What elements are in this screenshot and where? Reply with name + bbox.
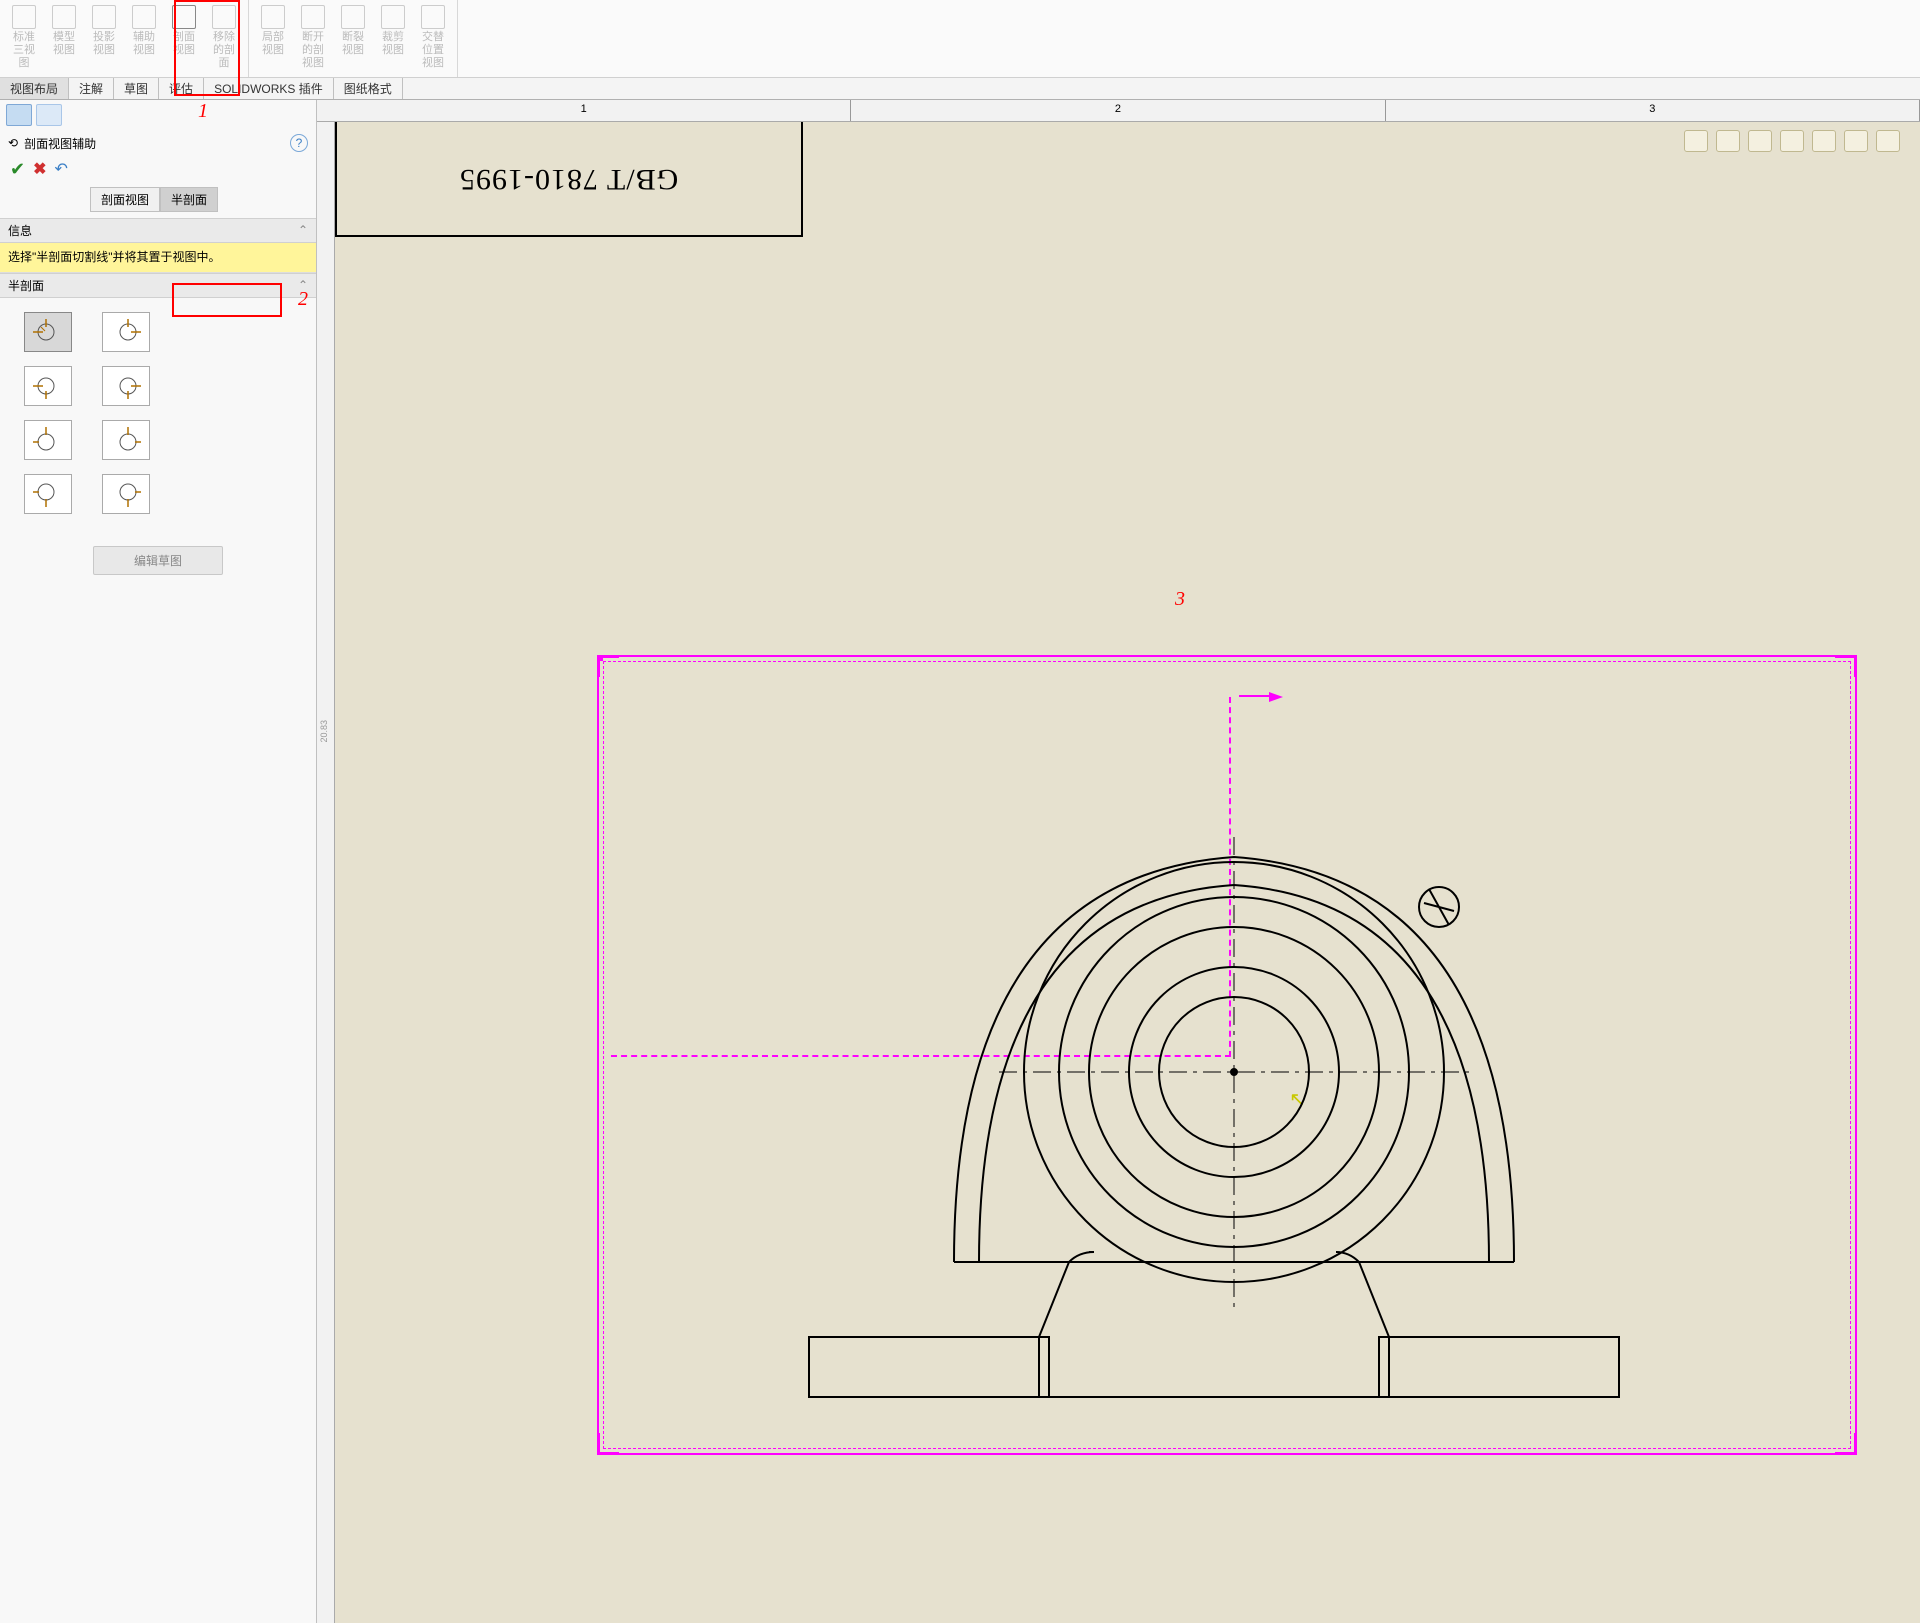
property-manager: ⟲ 剖面视图辅助 ? ✔ ✖ ↶ 剖面视图 半剖面 信息 ⌃ 选择"半剖面切割线… — [0, 100, 317, 1623]
half-opt-8[interactable] — [102, 474, 150, 514]
vertical-ruler-label: 20.83 — [319, 720, 329, 743]
panel-mode-2-icon[interactable] — [36, 104, 62, 126]
half-opt-3[interactable] — [24, 366, 72, 406]
edit-sketch-button[interactable]: 编辑草图 — [93, 546, 223, 575]
tab-sw-addins[interactable]: SOLIDWORKS 插件 — [204, 78, 334, 99]
subtab-section-view[interactable]: 剖面视图 — [90, 187, 160, 212]
panel-title: 剖面视图辅助 — [24, 135, 96, 152]
horizontal-ruler: 1 2 3 — [317, 100, 1920, 122]
btn-detail-view[interactable]: 局部视图 — [253, 2, 293, 75]
half-section-options — [0, 298, 316, 528]
half-opt-6[interactable] — [102, 420, 150, 460]
annotation-num-1: 1 — [198, 100, 208, 123]
part-front-view — [739, 777, 1689, 1417]
btn-section-view[interactable]: 剖面视图 — [164, 2, 204, 75]
section-assist-icon: ⟲ — [8, 136, 18, 150]
ribbon-group-detail: 局部视图 断开的剖视图 断裂视图 裁剪视图 交替位置视图 — [249, 0, 458, 77]
mini-tool-1-icon[interactable] — [1684, 130, 1708, 152]
panel-mode-1-icon[interactable] — [6, 104, 32, 126]
btn-crop-view[interactable]: 裁剪视图 — [373, 2, 413, 75]
info-section-title: 信息 ⌃ — [0, 218, 316, 243]
mini-tool-2-icon[interactable] — [1716, 130, 1740, 152]
vertical-ruler — [317, 122, 335, 1623]
ribbon-toolbar: 标准三视图 模型视图 投影视图 辅助视图 剖面视图 移除的剖面 局部视图 断开的… — [0, 0, 1920, 78]
view-mini-toolbar — [1684, 130, 1900, 152]
half-opt-2[interactable] — [102, 312, 150, 352]
subtab-half-section[interactable]: 半剖面 — [160, 187, 218, 212]
half-section-title: 半剖面 ⌃ — [0, 273, 316, 298]
btn-broken-section[interactable]: 断开的剖视图 — [293, 2, 333, 75]
title-block: GB/T 7810-1995 — [335, 122, 803, 237]
btn-removed-section[interactable]: 移除的剖面 — [204, 2, 244, 75]
info-message: 选择"半剖面切割线"并将其置于视图中。 — [0, 243, 316, 273]
section-arrow-icon — [1239, 691, 1283, 705]
section-sub-tabs: 剖面视图 半剖面 — [0, 183, 316, 218]
command-tabs: 视图布局 注解 草图 评估 SOLIDWORKS 插件 图纸格式 — [0, 78, 1920, 100]
tab-sketch[interactable]: 草图 — [114, 78, 159, 99]
mini-tool-7-icon[interactable] — [1876, 130, 1900, 152]
ok-icon[interactable]: ✔ — [10, 159, 25, 180]
standard-label: GB/T 7810-1995 — [459, 162, 678, 196]
drawing-view-selection[interactable]: ↖ — [597, 655, 1857, 1455]
panel-mode-icons — [0, 100, 316, 130]
undo-icon[interactable]: ↶ — [55, 159, 68, 180]
btn-model-view[interactable]: 模型视图 — [44, 2, 84, 75]
help-icon[interactable]: ? — [290, 134, 308, 152]
panel-actions: ✔ ✖ ↶ — [0, 156, 316, 183]
cancel-icon[interactable]: ✖ — [33, 159, 46, 180]
drawing-canvas[interactable]: 1 2 3 20.83 GB/T 7810-1995 — [317, 100, 1920, 1623]
mini-tool-4-icon[interactable] — [1780, 130, 1804, 152]
panel-header: ⟲ 剖面视图辅助 ? — [0, 130, 316, 156]
ribbon-group-views: 标准三视图 模型视图 投影视图 辅助视图 剖面视图 移除的剖面 — [0, 0, 249, 77]
annotation-num-2: 2 — [298, 288, 308, 311]
tab-evaluate[interactable]: 评估 — [159, 78, 204, 99]
btn-break-view[interactable]: 断裂视图 — [333, 2, 373, 75]
chevron-up-icon[interactable]: ⌃ — [298, 223, 308, 237]
half-opt-1[interactable] — [24, 312, 72, 352]
btn-aux-view[interactable]: 辅助视图 — [124, 2, 164, 75]
btn-projection-view[interactable]: 投影视图 — [84, 2, 124, 75]
half-opt-4[interactable] — [102, 366, 150, 406]
mini-tool-3-icon[interactable] — [1748, 130, 1772, 152]
mini-tool-6-icon[interactable] — [1844, 130, 1868, 152]
btn-alt-pos-view[interactable]: 交替位置视图 — [413, 2, 453, 75]
btn-standard-views[interactable]: 标准三视图 — [4, 2, 44, 75]
half-opt-5[interactable] — [24, 420, 72, 460]
annotation-num-3: 3 — [1175, 588, 1185, 611]
half-opt-7[interactable] — [24, 474, 72, 514]
tab-sheet-format[interactable]: 图纸格式 — [334, 78, 403, 99]
mini-tool-5-icon[interactable] — [1812, 130, 1836, 152]
tab-annotation[interactable]: 注解 — [69, 78, 114, 99]
tab-view-layout[interactable]: 视图布局 — [0, 78, 69, 99]
